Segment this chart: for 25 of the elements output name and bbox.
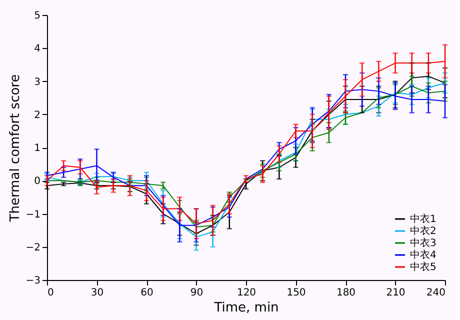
y-tick-label: 5 (34, 10, 40, 22)
x-tick-label: 30 (90, 288, 104, 298)
y-tick-label: 0 (34, 176, 40, 188)
legend-label: 中衣2 (410, 225, 436, 237)
legend-label: 中衣3 (410, 237, 436, 249)
y-tick-label: 4 (34, 44, 40, 55)
y-tick-label: −3 (26, 276, 40, 286)
x-tick-label: 150 (286, 288, 306, 298)
x-tick-label: 210 (386, 288, 406, 298)
y-tick-label: −2 (26, 242, 40, 254)
y-tick-label: 3 (34, 76, 40, 88)
y-tick-label: 2 (34, 110, 40, 121)
x-tick-label: 180 (336, 288, 356, 298)
y-tick-label: 1 (34, 143, 40, 154)
x-tick-label: 120 (236, 288, 256, 298)
x-axis-title: Time, min (213, 300, 279, 316)
legend-label: 中衣1 (410, 213, 436, 225)
x-tick-label: 60 (140, 288, 154, 298)
legend-label: 中衣4 (410, 249, 436, 261)
x-tick-label: 0 (48, 288, 54, 298)
x-tick-label: 90 (190, 288, 204, 298)
y-axis-title: Thermal comfort score (8, 74, 23, 223)
y-tick-label: −1 (26, 209, 40, 220)
legend-label: 中衣5 (410, 261, 436, 273)
x-tick-label: 240 (426, 288, 446, 298)
